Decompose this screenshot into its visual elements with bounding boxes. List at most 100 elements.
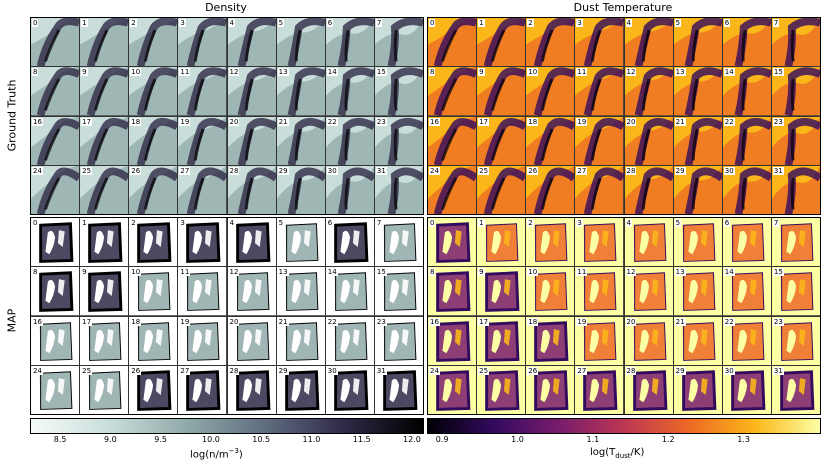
density-tick-label: 9.5 — [154, 435, 168, 444]
density-map-tile: 21 — [276, 316, 325, 365]
tile-number-label: 1 — [81, 219, 88, 227]
tile-number-label: 28 — [228, 166, 240, 175]
tile-number-label: 21 — [674, 317, 686, 326]
density-map-tile: 1 — [80, 218, 129, 267]
tile-number-label: 21 — [674, 117, 686, 126]
tile-number-label: 0 — [32, 19, 39, 27]
density-tick-label: 12.0 — [403, 435, 421, 444]
dust-map-tile: 27 — [575, 365, 624, 414]
tile-number-label: 4 — [228, 219, 235, 227]
tile-number-label: 17 — [81, 117, 93, 126]
density-map-tile: 4 — [227, 218, 276, 267]
density-ground-truth-tile: 0 — [31, 18, 80, 67]
density-map-tile: 22 — [325, 316, 374, 365]
tile-number-label: 5 — [674, 219, 682, 227]
tile-number-label: 17 — [478, 317, 490, 326]
density-map-tile: 10 — [129, 267, 178, 316]
density-ground-truth-tile: 27 — [178, 165, 227, 214]
density-map-tile: 0 — [31, 218, 80, 267]
dust-map-tile: 3 — [575, 218, 624, 267]
density-ground-truth-tile: 29 — [276, 165, 325, 214]
dust-map-tile: 25 — [477, 365, 526, 414]
tile-number-label: 0 — [429, 219, 436, 227]
dust-ground-truth-tile: 9 — [477, 67, 526, 116]
tile-number-label: 13 — [277, 268, 289, 277]
dust-map-tile: 17 — [477, 316, 526, 365]
dust-ground-truth-tile: 24 — [428, 165, 477, 214]
tile-number-label: 5 — [674, 19, 682, 27]
tile-number-label: 26 — [527, 366, 539, 375]
density-map-tile: 25 — [80, 365, 129, 414]
tile-number-label: 7 — [375, 219, 383, 227]
tile-number-label: 12 — [625, 68, 637, 77]
dust-map-tile: 15 — [771, 267, 820, 316]
density-map-tile: 15 — [374, 267, 423, 316]
density-map-tile: 9 — [80, 267, 129, 316]
tile-number-label: 29 — [277, 366, 289, 375]
tile-number-label: 2 — [527, 219, 534, 227]
tile-number-label: 6 — [723, 219, 731, 227]
tile-number-label: 9 — [478, 68, 485, 77]
tile-number-label: 29 — [674, 366, 686, 375]
tile-number-label: 19 — [576, 317, 588, 326]
tile-number-label: 28 — [625, 166, 637, 175]
density-ground-truth-tile: 23 — [374, 116, 423, 165]
dust-ground-truth-tile: 8 — [428, 67, 477, 116]
density-map-tile: 20 — [227, 316, 276, 365]
density-tick-label: 11.5 — [352, 435, 371, 444]
tile-number-label: 15 — [375, 268, 387, 277]
tile-number-label: 2 — [130, 219, 137, 227]
density-ground-truth-tile: 4 — [227, 18, 276, 67]
density-tick-label: 10.5 — [252, 435, 271, 444]
density-ground-truth-tile: 13 — [276, 67, 325, 116]
tile-number-label: 19 — [576, 117, 588, 126]
dust-map-tile: 19 — [575, 316, 624, 365]
density-ground-truth-tile: 3 — [178, 18, 227, 67]
tile-number-label: 31 — [772, 166, 784, 175]
dust-map-tile: 7 — [771, 218, 820, 267]
density-title: Density — [205, 1, 247, 14]
tile-number-label: 4 — [625, 219, 632, 227]
density-ground-truth-tile: 9 — [80, 67, 129, 116]
tile-number-label: 6 — [326, 19, 334, 27]
dust-ground-truth-tile: 16 — [428, 116, 477, 165]
dust-map-tile: 13 — [673, 267, 722, 316]
tile-number-label: 22 — [723, 117, 735, 126]
density-map-tile: 5 — [276, 218, 325, 267]
dust-ground-truth-tile: 31 — [771, 165, 820, 214]
density-map-grid: 0 1 2 3 4 5 6 7 8 9 10 11 12 13 14 15 16 17 18 19 20 21 22 23 24… — [30, 217, 424, 415]
density-map-tile: 29 — [276, 365, 325, 414]
tile-number-label: 14 — [326, 268, 338, 277]
dust-ground-truth-tile: 15 — [771, 67, 820, 116]
tile-number-label: 12 — [625, 268, 637, 277]
dust-ground-truth-tile: 2 — [526, 18, 575, 67]
dust-ground-truth-grid: 0 1 2 3 4 5 6 7 8 9 10 11 12 13 14 15 16 17 18 19 20 21 22 23 24… — [427, 17, 821, 215]
tile-number-label: 17 — [478, 117, 490, 126]
density-ground-truth-tile: 7 — [374, 18, 423, 67]
tile-number-label: 25 — [81, 366, 93, 375]
tile-number-label: 14 — [326, 68, 338, 77]
density-colorbar — [30, 418, 424, 434]
tile-number-label: 28 — [625, 366, 637, 375]
density-ground-truth-tile: 12 — [227, 67, 276, 116]
density-ground-truth-tile: 8 — [31, 67, 80, 116]
tile-number-label: 21 — [277, 117, 289, 126]
tile-number-label: 8 — [429, 268, 436, 277]
tile-number-label: 23 — [772, 117, 784, 126]
tile-number-label: 31 — [375, 166, 387, 175]
dust-ground-truth-tile: 25 — [477, 165, 526, 214]
map-row-label: MAP — [5, 308, 19, 333]
density-ground-truth-tile: 14 — [325, 67, 374, 116]
tile-number-label: 29 — [277, 166, 289, 175]
tile-number-label: 18 — [130, 117, 142, 126]
dust-map-tile: 6 — [722, 218, 771, 267]
tile-number-label: 31 — [375, 366, 387, 375]
tile-number-label: 0 — [429, 19, 436, 27]
dust-ground-truth-tile: 12 — [624, 67, 673, 116]
dust-map-tile: 21 — [673, 316, 722, 365]
density-ground-truth-tile: 24 — [31, 165, 80, 214]
tile-number-label: 7 — [772, 219, 780, 227]
tile-number-label: 10 — [527, 268, 539, 277]
dust-map-tile: 1 — [477, 218, 526, 267]
dust-ground-truth-tile: 21 — [673, 116, 722, 165]
